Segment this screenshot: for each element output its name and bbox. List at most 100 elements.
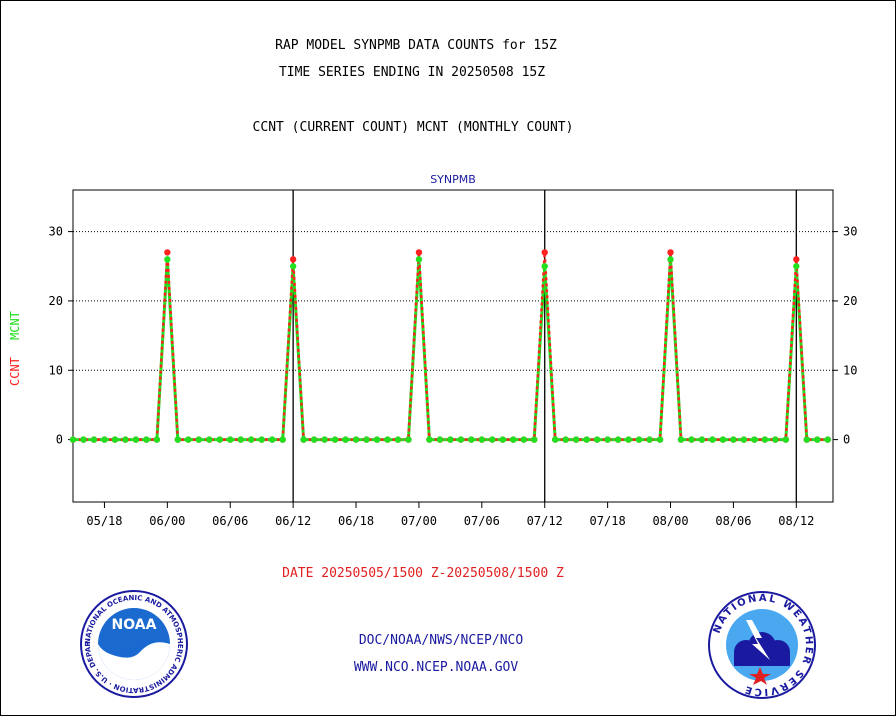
data-point-mcnt [667, 256, 674, 263]
data-point-mcnt [793, 263, 800, 270]
data-point-mcnt [237, 436, 244, 443]
data-point-ccnt [415, 249, 423, 256]
data-point-mcnt [363, 436, 370, 443]
data-point-mcnt [143, 436, 150, 443]
data-point-mcnt [761, 436, 769, 443]
data-point-mcnt [709, 436, 716, 443]
data-point-mcnt [90, 436, 98, 443]
date-range-label: DATE 20250505/1500 Z-20250508/1500 Z [282, 566, 564, 581]
y-tick-label-right: 20 [843, 294, 857, 308]
y-tick-label-right: 30 [843, 225, 857, 239]
x-tick-label: 07/12 [527, 514, 563, 528]
x-tick-label: 07/18 [590, 514, 626, 528]
data-point-mcnt [164, 256, 171, 263]
data-point-mcnt [153, 436, 161, 443]
data-point-ccnt [289, 256, 297, 263]
x-tick-label: 07/06 [464, 514, 500, 528]
data-point-mcnt [677, 436, 685, 443]
x-tick-label: 06/12 [275, 514, 311, 528]
y-axis-label-ccnt: CCNT [8, 357, 22, 386]
data-point-mcnt [352, 436, 360, 443]
data-point-mcnt [478, 436, 486, 443]
data-point-mcnt [510, 436, 517, 443]
data-point-mcnt [384, 436, 391, 443]
data-point-mcnt [489, 436, 496, 443]
data-point-mcnt [415, 256, 423, 263]
data-point-mcnt [268, 436, 276, 443]
data-point-mcnt [289, 263, 297, 270]
data-point-mcnt [457, 436, 465, 443]
x-tick-label: 07/00 [401, 514, 437, 528]
data-point-mcnt [772, 436, 779, 443]
data-point-mcnt [248, 436, 255, 443]
data-point-mcnt [698, 436, 706, 443]
data-point-mcnt [751, 436, 758, 443]
y-tick-label-right: 10 [843, 363, 857, 377]
data-point-mcnt [101, 436, 108, 443]
data-point-ccnt [793, 256, 800, 263]
data-point-mcnt [552, 436, 559, 443]
data-point-mcnt [541, 263, 548, 270]
data-point-mcnt [740, 436, 748, 443]
data-point-mcnt [279, 436, 286, 443]
chart-header-line2: TIME SERIES ENDING IN 20250508 15Z [278, 65, 546, 80]
data-point-mcnt [373, 436, 381, 443]
data-point-mcnt [310, 436, 318, 443]
x-tick-label: 08/12 [778, 514, 814, 528]
y-tick-label-left: 20 [49, 294, 63, 308]
data-point-mcnt [227, 436, 234, 443]
data-point-mcnt [69, 436, 77, 443]
data-point-mcnt [206, 436, 213, 443]
data-point-mcnt [782, 436, 790, 443]
data-point-mcnt [258, 436, 265, 443]
data-point-mcnt [499, 436, 506, 443]
data-point-mcnt [80, 436, 87, 443]
data-point-mcnt [688, 436, 695, 443]
data-point-ccnt [541, 249, 548, 256]
data-point-mcnt [426, 436, 433, 443]
y-axis-label: CCNT MCNT [8, 300, 24, 390]
data-point-mcnt [468, 436, 475, 443]
x-tick-label: 06/06 [212, 514, 248, 528]
data-point-mcnt [635, 436, 643, 443]
data-point-mcnt [436, 436, 444, 443]
data-point-mcnt [342, 436, 349, 443]
x-tick-label: 06/00 [149, 514, 185, 528]
y-axis-label-mcnt: MCNT [8, 311, 22, 340]
x-tick-label: 06/18 [338, 514, 374, 528]
y-tick-label-right: 0 [843, 433, 850, 447]
data-point-ccnt [667, 249, 674, 256]
data-point-mcnt [614, 436, 622, 443]
series-line-mcnt [73, 259, 828, 442]
data-point-mcnt [562, 436, 569, 443]
data-point-mcnt [656, 436, 664, 443]
data-point-mcnt [803, 436, 810, 443]
data-point-mcnt [216, 436, 223, 443]
plot-area [72, 189, 834, 503]
data-point-mcnt [300, 436, 307, 443]
site-url-label[interactable]: WWW.NCO.NCEP.NOAA.GOV [353, 660, 519, 675]
data-point-mcnt [195, 436, 202, 443]
data-point-mcnt [572, 436, 580, 443]
data-point-mcnt [583, 436, 590, 443]
y-tick-label-left: 10 [49, 363, 63, 377]
data-point-mcnt [447, 436, 454, 443]
nws-logo: NATIONAL WEATHER SERVICE [708, 591, 816, 699]
data-point-mcnt [531, 436, 538, 443]
data-point-ccnt [164, 249, 171, 256]
data-point-mcnt [604, 436, 611, 443]
x-tick-label: 05/18 [86, 514, 122, 528]
data-point-mcnt [405, 436, 412, 443]
org-path-label: DOC/NOAA/NWS/NCEP/NCO [358, 633, 524, 648]
chart-header-line1: RAP MODEL SYNPMB DATA COUNTS for 15Z [275, 38, 557, 53]
data-point-mcnt [593, 436, 601, 443]
noaa-logo: NATIONAL OCEANIC AND ATMOSPHERIC ADMINIS… [78, 590, 188, 698]
x-tick-label: 08/06 [715, 514, 751, 528]
data-point-mcnt [719, 436, 727, 443]
y-tick-label-left: 30 [49, 225, 63, 239]
data-point-mcnt [132, 436, 140, 443]
data-point-mcnt [520, 436, 527, 443]
data-point-mcnt [122, 436, 129, 443]
chart-header-line3: CCNT (CURRENT COUNT) MCNT (MONTHLY COUNT… [252, 120, 574, 135]
data-point-mcnt [394, 436, 402, 443]
